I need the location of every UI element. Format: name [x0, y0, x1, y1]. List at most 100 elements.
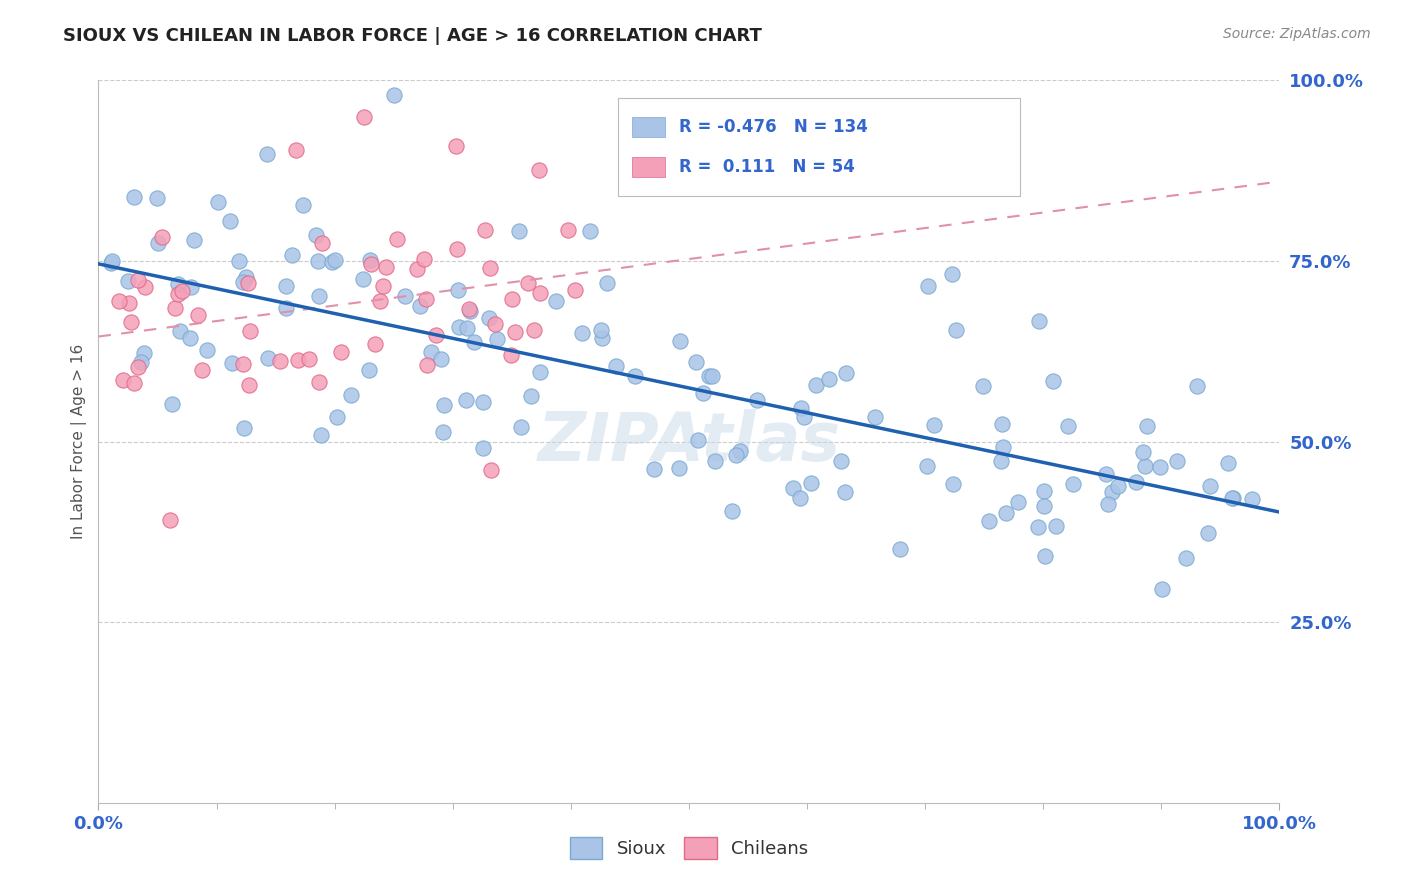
- Point: [1149, 460, 1171, 475]
- FancyBboxPatch shape: [633, 117, 665, 137]
- Point: [730, 444, 752, 458]
- Point: [692, 386, 714, 401]
- Point: [793, 409, 815, 424]
- Point: [510, 420, 533, 434]
- Point: [413, 252, 436, 267]
- Point: [134, 346, 156, 360]
- Point: [1152, 582, 1174, 596]
- Point: [702, 369, 724, 384]
- Point: [112, 373, 135, 387]
- Point: [699, 369, 721, 384]
- Point: [591, 323, 613, 337]
- Point: [239, 325, 262, 339]
- Point: [499, 348, 522, 362]
- Point: [1045, 518, 1067, 533]
- Point: [122, 376, 145, 391]
- Point: [1107, 479, 1129, 493]
- Point: [990, 417, 1012, 431]
- Point: [394, 289, 416, 303]
- Point: [1197, 526, 1219, 541]
- Point: [360, 252, 382, 267]
- Point: [789, 491, 811, 506]
- Point: [456, 393, 478, 408]
- FancyBboxPatch shape: [619, 98, 1019, 196]
- Point: [160, 397, 183, 411]
- Point: [1032, 499, 1054, 513]
- Point: [1057, 419, 1080, 434]
- Point: [325, 252, 347, 267]
- Point: [416, 358, 439, 372]
- Point: [1125, 475, 1147, 489]
- Point: [941, 268, 963, 282]
- Point: [995, 507, 1018, 521]
- Point: [360, 257, 382, 271]
- Point: [458, 304, 481, 318]
- Point: [804, 377, 827, 392]
- Point: [818, 372, 841, 386]
- Point: [457, 301, 479, 316]
- Point: [146, 191, 169, 205]
- Point: [830, 454, 852, 468]
- Point: [596, 277, 619, 291]
- Point: [591, 331, 613, 345]
- Point: [425, 328, 447, 343]
- Point: [375, 260, 398, 275]
- Point: [724, 448, 747, 462]
- Point: [281, 247, 304, 261]
- Point: [311, 236, 333, 251]
- Point: [179, 331, 201, 345]
- Point: [352, 272, 374, 286]
- Point: [922, 417, 945, 432]
- Point: [688, 433, 710, 447]
- Point: [471, 395, 494, 409]
- Point: [172, 285, 194, 299]
- Point: [1222, 491, 1244, 505]
- Point: [257, 351, 280, 366]
- Point: [446, 242, 468, 256]
- Point: [167, 277, 190, 291]
- Point: [353, 111, 375, 125]
- Point: [163, 301, 186, 315]
- Point: [446, 139, 468, 153]
- Point: [624, 368, 647, 383]
- Point: [238, 377, 260, 392]
- Point: [1028, 314, 1050, 328]
- Point: [235, 270, 257, 285]
- Point: [433, 398, 456, 412]
- Point: [122, 190, 145, 204]
- Point: [1033, 483, 1056, 498]
- Point: [991, 440, 1014, 454]
- Point: [382, 87, 405, 102]
- Point: [463, 334, 485, 349]
- Point: [501, 292, 523, 306]
- Point: [117, 273, 139, 287]
- Point: [1033, 549, 1056, 564]
- Point: [503, 325, 526, 339]
- Point: [183, 233, 205, 247]
- Point: [643, 462, 665, 476]
- Point: [195, 343, 218, 357]
- Point: [471, 441, 494, 455]
- Point: [516, 276, 538, 290]
- Point: [564, 283, 586, 297]
- Point: [420, 345, 443, 359]
- Point: [479, 463, 502, 477]
- Text: Source: ZipAtlas.com: Source: ZipAtlas.com: [1223, 27, 1371, 41]
- Point: [945, 323, 967, 337]
- Point: [979, 514, 1001, 528]
- Point: [447, 283, 470, 297]
- Point: [118, 295, 141, 310]
- Point: [479, 260, 502, 275]
- Point: [529, 162, 551, 177]
- Point: [1187, 379, 1209, 393]
- Point: [720, 504, 742, 518]
- Point: [364, 336, 387, 351]
- Point: [1062, 476, 1084, 491]
- Point: [605, 359, 627, 373]
- Point: [1241, 492, 1264, 507]
- Point: [291, 198, 314, 212]
- Point: [1097, 497, 1119, 511]
- Point: [579, 223, 602, 237]
- Point: [703, 453, 725, 467]
- Text: R = -0.476   N = 134: R = -0.476 N = 134: [679, 119, 869, 136]
